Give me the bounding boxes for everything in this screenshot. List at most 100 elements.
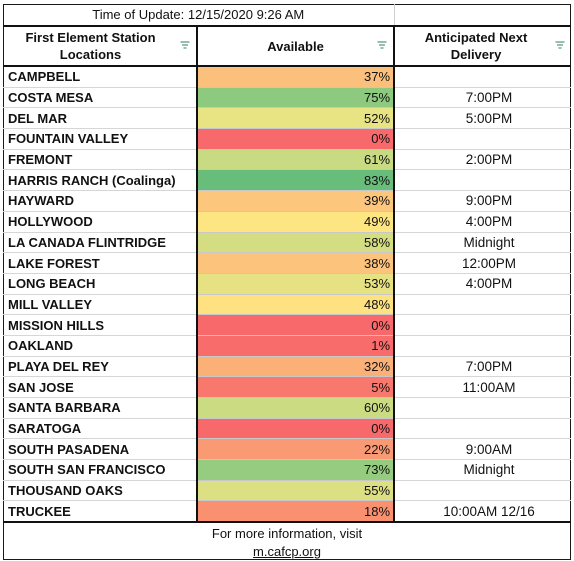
delivery-time-cell[interactable]: 9:00AM	[394, 438, 572, 461]
column-header-available[interactable]: Available	[197, 25, 396, 67]
delivery-time-cell[interactable]	[394, 335, 572, 357]
availability-cell[interactable]: 53%	[197, 273, 396, 295]
availability-cell[interactable]: 48%	[197, 294, 396, 316]
station-name-cell[interactable]: PLAYA DEL REY	[3, 356, 198, 378]
availability-cell[interactable]: 75%	[197, 87, 396, 109]
station-name-cell[interactable]: HAYWARD	[3, 190, 198, 212]
table-row: FREMONT 61% 2:00PM	[3, 149, 572, 171]
availability-cell[interactable]: 73%	[197, 459, 396, 481]
table-row: THOUSAND OAKS 55%	[3, 480, 572, 502]
availability-cell[interactable]: 0%	[197, 418, 396, 440]
delivery-time-cell[interactable]: Midnight	[394, 459, 572, 481]
availability-cell[interactable]: 61%	[197, 149, 396, 171]
station-name-cell[interactable]: OAKLAND	[3, 335, 198, 357]
station-name-cell[interactable]: MISSION HILLS	[3, 314, 198, 336]
delivery-time-cell[interactable]	[394, 294, 572, 316]
delivery-time-cell[interactable]	[394, 397, 572, 419]
update-timestamp: 12/15/2020 9:26 AM	[187, 7, 305, 22]
delivery-time-cell[interactable]: 12:00PM	[394, 252, 572, 274]
availability-cell[interactable]: 0%	[197, 314, 396, 336]
availability-cell[interactable]: 83%	[197, 169, 396, 192]
table-row: SOUTH SAN FRANCISCO 73% Midnight	[3, 459, 572, 481]
station-name-cell[interactable]: CAMPBELL	[3, 66, 198, 88]
station-name-cell[interactable]: SANTA BARBARA	[3, 397, 198, 419]
table-row: HAYWARD 39% 9:00PM	[3, 190, 572, 212]
delivery-time-cell[interactable]	[394, 314, 572, 336]
column-header-location[interactable]: First Element Station Locations	[3, 25, 198, 67]
delivery-time-cell[interactable]	[394, 169, 572, 192]
availability-cell[interactable]: 58%	[197, 232, 396, 254]
header-row: First Element Station Locations Availabl…	[3, 25, 572, 67]
filter-dropdown-icon[interactable]	[555, 41, 565, 50]
station-name-cell[interactable]: HOLLYWOOD	[3, 211, 198, 233]
delivery-time-cell[interactable]	[394, 128, 572, 150]
table-row: PLAYA DEL REY 32% 7:00PM	[3, 356, 572, 378]
availability-cell[interactable]: 32%	[197, 356, 396, 378]
availability-cell[interactable]: 60%	[197, 397, 396, 419]
availability-cell[interactable]: 52%	[197, 107, 396, 130]
delivery-time-cell[interactable]	[394, 66, 572, 88]
availability-cell[interactable]: 39%	[197, 190, 396, 212]
column-header-delivery[interactable]: Anticipated Next Delivery	[394, 25, 572, 67]
availability-cell[interactable]: 18%	[197, 500, 396, 524]
column-header-location-label: First Element Station Locations	[25, 30, 156, 62]
availability-cell[interactable]: 38%	[197, 252, 396, 274]
availability-cell[interactable]: 0%	[197, 128, 396, 150]
table-row: TRUCKEE 18% 10:00AM 12/16	[3, 500, 572, 524]
delivery-time-cell[interactable]: 7:00PM	[394, 87, 572, 109]
station-name-cell[interactable]: COSTA MESA	[3, 87, 198, 109]
table-row: MISSION HILLS 0%	[3, 314, 572, 336]
info-link[interactable]: m.cafcp.org	[253, 544, 321, 560]
delivery-time-cell[interactable]: 11:00AM	[394, 376, 572, 398]
station-name-cell[interactable]: LONG BEACH	[3, 273, 198, 295]
update-row: Time of Update: 12/15/2020 9:26 AM	[3, 4, 572, 27]
station-name-cell[interactable]: SARATOGA	[3, 418, 198, 440]
station-name-cell[interactable]: FREMONT	[3, 149, 198, 171]
table-row: MILL VALLEY 48%	[3, 294, 572, 316]
table-row: HARRIS RANCH (Coalinga) 83%	[3, 169, 572, 192]
station-availability-table: Time of Update: 12/15/2020 9:26 AM First…	[3, 4, 572, 561]
availability-cell[interactable]: 55%	[197, 480, 396, 502]
availability-cell[interactable]: 5%	[197, 376, 396, 398]
table-row: SANTA BARBARA 60%	[3, 397, 572, 419]
delivery-time-cell[interactable]	[394, 480, 572, 502]
station-name-cell[interactable]: SOUTH SAN FRANCISCO	[3, 459, 198, 481]
availability-cell[interactable]: 49%	[197, 211, 396, 233]
availability-cell[interactable]: 22%	[197, 438, 396, 461]
station-name-cell[interactable]: TRUCKEE	[3, 500, 198, 524]
table-row: FOUNTAIN VALLEY 0%	[3, 128, 572, 150]
delivery-time-cell[interactable]: 4:00PM	[394, 211, 572, 233]
filter-dropdown-icon[interactable]	[180, 41, 190, 50]
table-row: SOUTH PASADENA 22% 9:00AM	[3, 438, 572, 461]
filter-dropdown-icon[interactable]	[377, 41, 387, 50]
station-name-cell[interactable]: DEL MAR	[3, 107, 198, 130]
delivery-time-cell[interactable]: 5:00PM	[394, 107, 572, 130]
availability-cell[interactable]: 37%	[197, 66, 396, 88]
station-name-cell[interactable]: MILL VALLEY	[3, 294, 198, 316]
station-name-cell[interactable]: SOUTH PASADENA	[3, 438, 198, 461]
table-row: COSTA MESA 75% 7:00PM	[3, 87, 572, 109]
column-header-available-label: Available	[267, 38, 324, 54]
delivery-time-cell[interactable]	[394, 418, 572, 440]
footer-row: For more information, visit m.cafcp.org	[3, 522, 571, 561]
station-name-cell[interactable]: FOUNTAIN VALLEY	[3, 128, 198, 150]
delivery-time-cell[interactable]: 10:00AM 12/16	[394, 500, 572, 524]
station-name-cell[interactable]: SAN JOSE	[3, 376, 198, 398]
delivery-time-cell[interactable]: Midnight	[394, 232, 572, 254]
station-name-cell[interactable]: LA CANADA FLINTRIDGE	[3, 232, 198, 254]
delivery-time-cell[interactable]: 9:00PM	[394, 190, 572, 212]
delivery-time-cell[interactable]: 4:00PM	[394, 273, 572, 295]
table-row: SARATOGA 0%	[3, 418, 572, 440]
column-header-delivery-label: Anticipated Next Delivery	[424, 30, 528, 62]
table-row: HOLLYWOOD 49% 4:00PM	[3, 211, 572, 233]
station-name-cell[interactable]: THOUSAND OAKS	[3, 480, 198, 502]
delivery-time-cell[interactable]: 2:00PM	[394, 149, 572, 171]
table-row: DEL MAR 52% 5:00PM	[3, 107, 572, 130]
availability-cell[interactable]: 1%	[197, 335, 396, 357]
table-row: OAKLAND 1%	[3, 335, 572, 357]
station-name-cell[interactable]: HARRIS RANCH (Coalinga)	[3, 169, 198, 192]
table-row: CAMPBELL 37%	[3, 66, 572, 88]
table-row: LA CANADA FLINTRIDGE 58% Midnight	[3, 232, 572, 254]
delivery-time-cell[interactable]: 7:00PM	[394, 356, 572, 378]
station-name-cell[interactable]: LAKE FOREST	[3, 252, 198, 274]
